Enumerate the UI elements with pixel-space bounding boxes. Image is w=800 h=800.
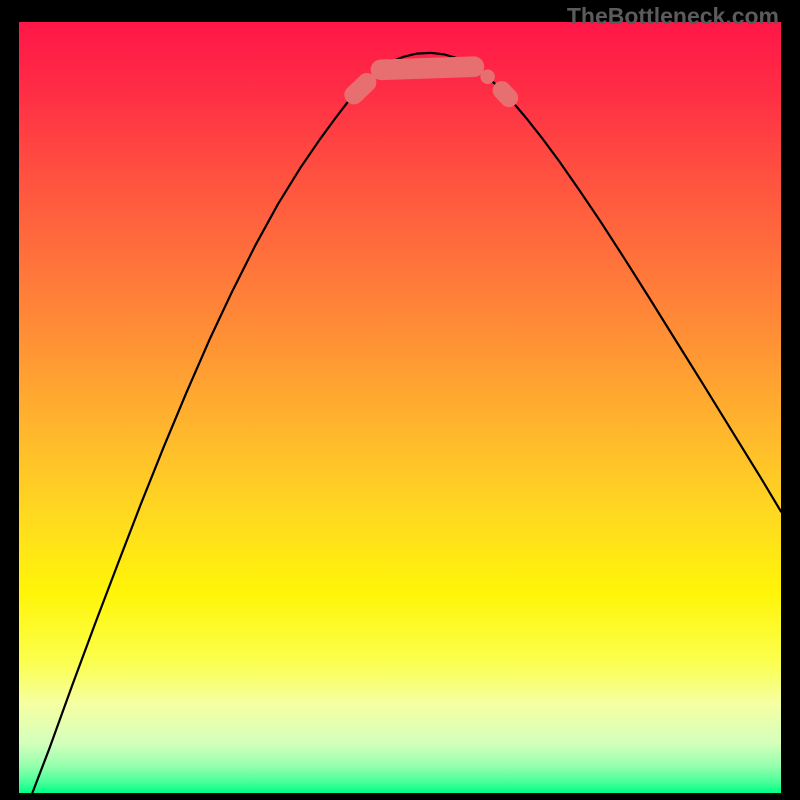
highlight-dot <box>480 70 494 84</box>
chart-svg <box>19 22 781 793</box>
highlight-segment <box>354 83 367 95</box>
plot-area <box>19 22 781 793</box>
highlight-segment <box>381 67 474 70</box>
watermark-text: TheBottleneck.com <box>567 3 779 30</box>
outer-frame: TheBottleneck.com <box>0 0 800 800</box>
highlight-segment <box>502 90 509 98</box>
chart-background <box>19 22 781 793</box>
